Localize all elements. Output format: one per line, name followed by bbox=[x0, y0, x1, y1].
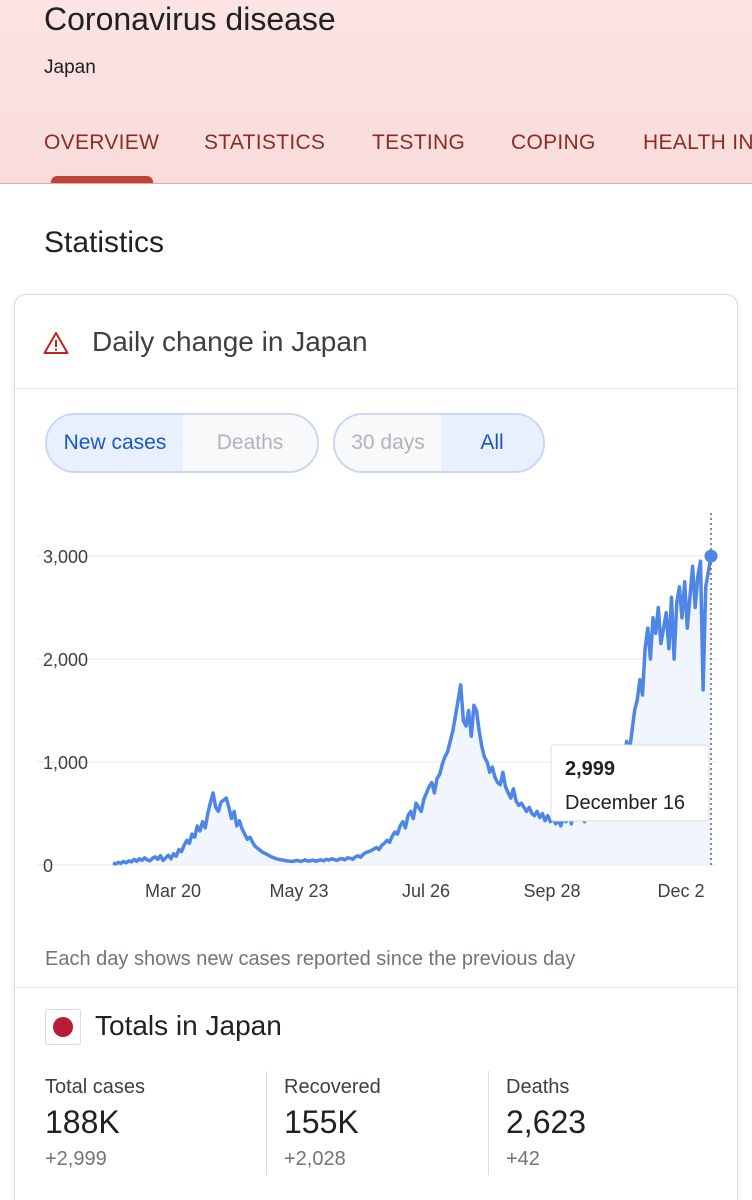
stat-value: 188K bbox=[45, 1104, 120, 1140]
y-tick-label: 2,000 bbox=[43, 650, 88, 670]
chart-footnote: Each day shows new cases reported since … bbox=[45, 948, 576, 970]
daily-cases-chart[interactable]: 0 1,000 2,000 3,000 Mar 20 May 23 Jul 26 Sep 28… bbox=[15, 495, 738, 915]
y-tick-label: 1,000 bbox=[43, 753, 88, 773]
stat-total-cases: Total cases 188K +2,999 bbox=[45, 1075, 145, 1171]
new-cases-button[interactable]: New cases bbox=[47, 415, 183, 471]
daily-change-card: Daily change in Japan New cases Deaths 3… bbox=[14, 294, 738, 1200]
card-title: Daily change in Japan bbox=[92, 326, 368, 357]
y-tick-label: 0 bbox=[43, 856, 53, 876]
metric-toggle: New cases Deaths bbox=[45, 413, 319, 473]
page-title: Coronavirus disease bbox=[44, 1, 336, 37]
tab-coping[interactable]: COPING bbox=[511, 131, 596, 154]
stat-delta: +2,999 bbox=[45, 1148, 107, 1170]
x-tick-label: Sep 28 bbox=[523, 881, 580, 901]
area-fill bbox=[113, 556, 711, 865]
totals-title: Totals in Japan bbox=[95, 1010, 282, 1041]
stat-value: 2,623 bbox=[506, 1104, 587, 1140]
stat-label: Total cases bbox=[45, 1076, 146, 1098]
tooltip-box bbox=[550, 744, 710, 822]
tab-overview[interactable]: OVERVIEW bbox=[44, 131, 160, 154]
stat-recovered: Recovered 155K +2,028 bbox=[284, 1075, 381, 1171]
stat-separator bbox=[488, 1071, 489, 1175]
tab-testing[interactable]: TESTING bbox=[372, 131, 466, 154]
stat-value: 155K bbox=[284, 1104, 359, 1140]
section-title: Statistics bbox=[44, 226, 165, 259]
stat-delta: +2,028 bbox=[284, 1148, 346, 1170]
tooltip-date: December 16 bbox=[565, 792, 685, 814]
x-tick-label: Mar 20 bbox=[145, 881, 201, 901]
x-tick-label: Dec 2 bbox=[657, 881, 704, 901]
active-tab-indicator bbox=[51, 176, 153, 183]
range-toggle: 30 days All bbox=[333, 413, 545, 473]
x-tick-label: May 23 bbox=[269, 881, 328, 901]
card-header: Daily change in Japan bbox=[15, 295, 737, 389]
stat-deaths: Deaths 2,623 +42 bbox=[506, 1075, 586, 1171]
stat-label: Recovered bbox=[284, 1076, 381, 1098]
japan-flag-icon bbox=[45, 1009, 81, 1045]
tab-bar: OVERVIEW STATISTICS TESTING COPING HEALT… bbox=[0, 124, 752, 183]
data-point bbox=[704, 549, 718, 563]
stat-separator bbox=[266, 1071, 267, 1175]
divider bbox=[15, 987, 737, 988]
tooltip-value: 2,999 bbox=[565, 758, 615, 780]
tab-statistics[interactable]: STATISTICS bbox=[204, 131, 326, 154]
30-days-button[interactable]: 30 days bbox=[335, 415, 441, 471]
app-header: Coronavirus disease Japan OVERVIEW STATI… bbox=[0, 0, 752, 184]
y-tick-label: 3,000 bbox=[43, 547, 88, 567]
warning-triangle-icon bbox=[43, 332, 69, 354]
x-tick-label: Jul 26 bbox=[402, 881, 450, 901]
tab-health-info[interactable]: HEALTH IN bbox=[643, 131, 752, 154]
stat-label: Deaths bbox=[506, 1076, 570, 1098]
stat-delta: +42 bbox=[506, 1148, 540, 1170]
all-button[interactable]: All bbox=[441, 415, 543, 471]
deaths-button[interactable]: Deaths bbox=[183, 415, 317, 471]
location-subtitle: Japan bbox=[44, 57, 96, 78]
